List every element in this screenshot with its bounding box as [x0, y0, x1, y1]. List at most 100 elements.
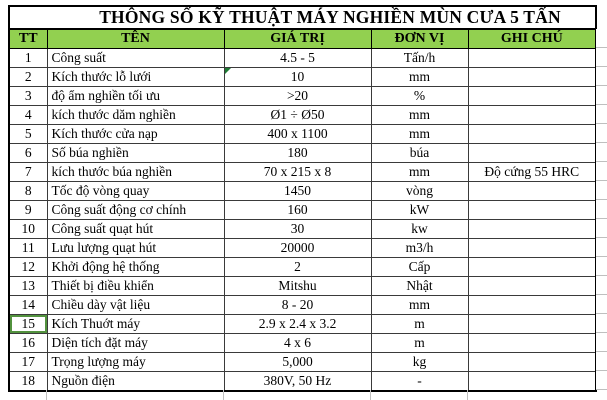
cell-tt[interactable]: 11 [8, 238, 48, 258]
cell-ten[interactable]: kích thước dăm nghiền [46, 105, 225, 125]
cell-ghi-chu[interactable] [467, 352, 597, 372]
cell-ten[interactable]: Công suất động cơ chính [46, 200, 225, 220]
cell-tt[interactable]: 12 [8, 257, 48, 277]
cell-gia-tri[interactable]: Mitshu [223, 276, 372, 296]
cell-ten[interactable]: Số búa nghiền [46, 143, 225, 163]
cell-ten[interactable]: Diện tích đặt máy [46, 333, 225, 353]
cell-gia-tri[interactable]: 380V, 50 Hz [223, 371, 372, 392]
cell-ten[interactable]: Chiều dày vật liệu [46, 295, 225, 315]
cell-tt[interactable]: 10 [8, 219, 48, 239]
cell-gia-tri[interactable]: 400 x 1100 [223, 124, 372, 144]
cell-gia-tri[interactable]: 4 x 6 [223, 333, 372, 353]
cell-ten[interactable]: độ ẩm nghiền tối ưu [46, 86, 225, 106]
cell-don-vi[interactable]: búa [370, 143, 469, 163]
cell-ghi-chu[interactable] [467, 105, 597, 125]
cell-don-vi[interactable]: mm [370, 67, 469, 87]
cell-tt[interactable]: 16 [8, 333, 48, 353]
cell-ten[interactable]: Lưu lượng quạt hút [46, 238, 225, 258]
cell-ghi-chu[interactable] [467, 238, 597, 258]
table-title[interactable]: THÔNG SỐ KỸ THUẬT MÁY NGHIỀN MÙN CƯA 5 T… [7, 5, 598, 30]
gridline-stub [223, 390, 224, 400]
table-row: 8 Tốc độ vòng quay 1450 vòng [8, 181, 597, 201]
cell-don-vi[interactable]: % [370, 86, 469, 106]
cell-tt[interactable]: 1 [8, 48, 48, 68]
cell-tt[interactable]: 7 [8, 162, 48, 182]
cell-don-vi[interactable]: mm [370, 295, 469, 315]
cell-tt[interactable]: 4 [8, 105, 48, 125]
cell-ghi-chu[interactable] [467, 371, 597, 392]
cell-don-vi[interactable]: mm [370, 124, 469, 144]
cell-gia-tri[interactable]: 70 x 215 x 8 [223, 162, 372, 182]
cell-ghi-chu[interactable] [467, 295, 597, 315]
cell-ten[interactable]: kích thước búa nghiền [46, 162, 225, 182]
header-gia-tri[interactable]: GIÁ TRỊ [223, 28, 372, 49]
cell-ghi-chu[interactable] [467, 86, 597, 106]
cell-gia-tri[interactable]: 10 [223, 67, 372, 87]
cell-tt[interactable]: 18 [8, 371, 48, 392]
cell-tt[interactable]: 17 [8, 352, 48, 372]
cell-don-vi[interactable]: mm [370, 105, 469, 125]
cell-ten[interactable]: Kích thước lỗ lưới [46, 67, 225, 87]
cell-ghi-chu[interactable] [467, 124, 597, 144]
cell-tt[interactable]: 13 [8, 276, 48, 296]
cell-don-vi[interactable]: vòng [370, 181, 469, 201]
cell-gia-tri[interactable]: Ø1 ÷ Ø50 [223, 105, 372, 125]
cell-ten[interactable]: Kích thước cửa nạp [46, 124, 225, 144]
cell-ghi-chu[interactable] [467, 314, 597, 334]
cell-tt[interactable]: 14 [8, 295, 48, 315]
cell-don-vi[interactable]: Nhật [370, 276, 469, 296]
cell-tt[interactable]: 2 [8, 67, 48, 87]
cell-ghi-chu[interactable] [467, 67, 597, 87]
cell-don-vi[interactable]: kg [370, 352, 469, 372]
cell-gia-tri[interactable]: 4.5 - 5 [223, 48, 372, 68]
table-row: 16 Diện tích đặt máy 4 x 6 m [8, 333, 597, 353]
cell-ten[interactable]: Thiết bị điều khiển [46, 276, 225, 296]
cell-don-vi[interactable]: Tấn/h [370, 48, 469, 68]
cell-ghi-chu[interactable] [467, 257, 597, 277]
cell-ghi-chu[interactable] [467, 276, 597, 296]
cell-gia-tri[interactable]: >20 [223, 86, 372, 106]
cell-ghi-chu[interactable] [467, 200, 597, 220]
cell-ten[interactable]: Tốc độ vòng quay [46, 181, 225, 201]
cell-don-vi[interactable]: Cấp [370, 257, 469, 277]
table-row: 4 kích thước dăm nghiền Ø1 ÷ Ø50 mm [8, 105, 597, 125]
cell-ghi-chu[interactable] [467, 333, 597, 353]
cell-ten[interactable]: Công suất quạt hút [46, 219, 225, 239]
cell-tt[interactable]: 8 [8, 181, 48, 201]
cell-don-vi[interactable]: kW [370, 200, 469, 220]
cell-ghi-chu[interactable] [467, 143, 597, 163]
header-don-vi[interactable]: ĐƠN VỊ [370, 28, 469, 49]
cell-ten[interactable]: Khởi động hệ thống [46, 257, 225, 277]
cell-ghi-chu[interactable] [467, 48, 597, 68]
cell-gia-tri[interactable]: 160 [223, 200, 372, 220]
cell-don-vi[interactable]: m [370, 333, 469, 353]
cell-tt[interactable]: 9 [8, 200, 48, 220]
header-ghi-chu[interactable]: GHI CHÚ [467, 28, 597, 49]
cell-ten[interactable]: Công suất [46, 48, 225, 68]
cell-ten[interactable]: Kích Thuớt máy [46, 314, 225, 334]
cell-gia-tri[interactable]: 1450 [223, 181, 372, 201]
cell-gia-tri[interactable]: 30 [223, 219, 372, 239]
cell-don-vi[interactable]: - [370, 371, 469, 392]
cell-ten[interactable]: Nguồn điện [46, 371, 225, 392]
cell-gia-tri[interactable]: 8 - 20 [223, 295, 372, 315]
cell-gia-tri[interactable]: 2 [223, 257, 372, 277]
cell-don-vi[interactable]: kw [370, 219, 469, 239]
header-ten[interactable]: TÊN [46, 28, 225, 49]
cell-ghi-chu[interactable] [467, 181, 597, 201]
cell-tt[interactable]: 5 [8, 124, 48, 144]
cell-don-vi[interactable]: m3/h [370, 238, 469, 258]
cell-ghi-chu[interactable]: Độ cứng 55 HRC [467, 162, 597, 182]
header-tt[interactable]: TT [8, 28, 48, 49]
cell-gia-tri[interactable]: 180 [223, 143, 372, 163]
cell-don-vi[interactable]: mm [370, 162, 469, 182]
cell-gia-tri[interactable]: 20000 [223, 238, 372, 258]
cell-tt[interactable]: 6 [8, 143, 48, 163]
cell-tt[interactable]: 15 [8, 314, 48, 334]
cell-ten[interactable]: Trọng lượng máy [46, 352, 225, 372]
cell-gia-tri[interactable]: 2.9 x 2.4 x 3.2 [223, 314, 372, 334]
cell-gia-tri[interactable]: 5,000 [223, 352, 372, 372]
cell-tt[interactable]: 3 [8, 86, 48, 106]
cell-ghi-chu[interactable] [467, 219, 597, 239]
cell-don-vi[interactable]: m [370, 314, 469, 334]
